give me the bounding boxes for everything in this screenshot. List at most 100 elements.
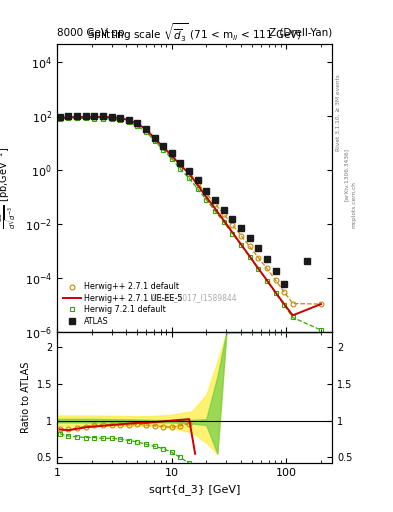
Herwig++ 2.7.1 default bbox=[319, 301, 323, 307]
Herwig++ 2.7.1 UE-EE-5 bbox=[221, 217, 226, 223]
Herwig++ 2.7.1 default bbox=[256, 254, 261, 261]
ATLAS bbox=[178, 160, 183, 166]
Text: Z (Drell-Yan): Z (Drell-Yan) bbox=[269, 28, 332, 38]
Text: mcplots.cern.ch: mcplots.cern.ch bbox=[352, 181, 357, 228]
ATLAS bbox=[213, 197, 217, 203]
Text: Rivet 3.1.10, ≥ 3M events: Rivet 3.1.10, ≥ 3M events bbox=[336, 74, 341, 151]
Text: ATLAS_2017_I1589844: ATLAS_2017_I1589844 bbox=[151, 293, 238, 302]
Herwig 7.2.1 default bbox=[109, 116, 114, 122]
ATLAS bbox=[304, 258, 309, 264]
Herwig++ 2.7.1 default bbox=[290, 301, 295, 307]
Herwig++ 2.7.1 UE-EE-5 bbox=[273, 289, 278, 295]
Herwig 7.2.1 default bbox=[290, 314, 295, 321]
Herwig++ 2.7.1 default bbox=[169, 153, 174, 159]
Herwig++ 2.7.1 default bbox=[187, 170, 191, 177]
Herwig++ 2.7.1 UE-EE-5 bbox=[144, 126, 149, 133]
Herwig++ 2.7.1 default bbox=[135, 121, 140, 127]
Herwig 7.2.1 default bbox=[152, 138, 157, 144]
Herwig++ 2.7.1 default bbox=[118, 115, 123, 121]
Text: 8000 GeV pp: 8000 GeV pp bbox=[57, 28, 125, 38]
ATLAS bbox=[118, 115, 123, 121]
Herwig++ 2.7.1 default bbox=[101, 114, 105, 120]
Herwig 7.2.1 default bbox=[83, 115, 88, 121]
Herwig 7.2.1 default bbox=[57, 116, 62, 122]
Herwig 7.2.1 default bbox=[101, 116, 105, 122]
ATLAS bbox=[127, 117, 131, 123]
ATLAS bbox=[204, 188, 209, 194]
Herwig++ 2.7.1 UE-EE-5 bbox=[83, 114, 88, 120]
Herwig++ 2.7.1 default bbox=[92, 114, 97, 120]
ATLAS bbox=[83, 113, 88, 119]
Herwig++ 2.7.1 default bbox=[213, 201, 217, 207]
Herwig 7.2.1 default bbox=[204, 197, 209, 203]
Herwig++ 2.7.1 default bbox=[57, 115, 62, 121]
Herwig++ 2.7.1 default bbox=[239, 232, 243, 239]
ATLAS bbox=[230, 216, 235, 222]
Herwig++ 2.7.1 UE-EE-5 bbox=[264, 277, 269, 283]
ATLAS bbox=[75, 113, 79, 119]
ATLAS bbox=[135, 120, 140, 126]
Text: [arXiv:1306.3436]: [arXiv:1306.3436] bbox=[344, 147, 349, 201]
Herwig++ 2.7.1 UE-EE-5 bbox=[66, 114, 71, 120]
Herwig++ 2.7.1 UE-EE-5 bbox=[195, 182, 200, 188]
Herwig 7.2.1 default bbox=[256, 266, 261, 272]
Herwig 7.2.1 default bbox=[282, 302, 286, 308]
ATLAS bbox=[195, 177, 200, 183]
Herwig 7.2.1 default bbox=[161, 146, 166, 153]
ATLAS bbox=[144, 125, 149, 132]
Herwig 7.2.1 default bbox=[273, 290, 278, 296]
Herwig++ 2.7.1 UE-EE-5 bbox=[135, 121, 140, 127]
Herwig++ 2.7.1 UE-EE-5 bbox=[290, 312, 295, 318]
Herwig++ 2.7.1 UE-EE-5 bbox=[204, 194, 209, 200]
Herwig 7.2.1 default bbox=[178, 166, 183, 172]
Herwig++ 2.7.1 default bbox=[204, 190, 209, 197]
Herwig 7.2.1 default bbox=[213, 208, 217, 214]
Herwig++ 2.7.1 default bbox=[66, 114, 71, 120]
ATLAS bbox=[256, 245, 261, 251]
Herwig++ 2.7.1 UE-EE-5 bbox=[118, 115, 123, 121]
Herwig++ 2.7.1 default bbox=[230, 222, 235, 228]
Herwig++ 2.7.1 UE-EE-5 bbox=[152, 136, 157, 142]
Herwig++ 2.7.1 UE-EE-5 bbox=[127, 117, 131, 123]
Herwig 7.2.1 default bbox=[169, 156, 174, 162]
Herwig++ 2.7.1 UE-EE-5 bbox=[57, 115, 62, 121]
Herwig++ 2.7.1 default bbox=[83, 114, 88, 120]
X-axis label: sqrt{d_3} [GeV]: sqrt{d_3} [GeV] bbox=[149, 484, 240, 495]
Herwig++ 2.7.1 UE-EE-5 bbox=[319, 301, 323, 307]
ATLAS bbox=[239, 225, 243, 231]
Herwig 7.2.1 default bbox=[195, 186, 200, 192]
Herwig++ 2.7.1 default bbox=[282, 289, 286, 295]
Herwig++ 2.7.1 default bbox=[195, 180, 200, 186]
ATLAS bbox=[247, 236, 252, 242]
Herwig++ 2.7.1 UE-EE-5 bbox=[169, 153, 174, 159]
Herwig++ 2.7.1 UE-EE-5 bbox=[187, 170, 191, 177]
ATLAS bbox=[282, 281, 286, 287]
Herwig++ 2.7.1 UE-EE-5 bbox=[239, 241, 243, 247]
Herwig++ 2.7.1 UE-EE-5 bbox=[282, 301, 286, 307]
Line: Herwig++ 2.7.1 UE-EE-5: Herwig++ 2.7.1 UE-EE-5 bbox=[60, 117, 321, 315]
Herwig 7.2.1 default bbox=[127, 119, 131, 125]
Herwig 7.2.1 default bbox=[66, 115, 71, 121]
ATLAS bbox=[273, 268, 278, 274]
Herwig++ 2.7.1 UE-EE-5 bbox=[109, 114, 114, 120]
Line: ATLAS: ATLAS bbox=[57, 113, 309, 287]
Herwig++ 2.7.1 default bbox=[264, 265, 269, 271]
ATLAS bbox=[187, 168, 191, 174]
ATLAS bbox=[169, 151, 174, 157]
ATLAS bbox=[221, 206, 226, 212]
Line: Herwig 7.2.1 default: Herwig 7.2.1 default bbox=[57, 116, 323, 332]
Title: Splitting scale $\sqrt{\overline{d}_3}$ (71 < m$_{ll}$ < 111 GeV): Splitting scale $\sqrt{\overline{d}_3}$ … bbox=[87, 22, 302, 44]
Y-axis label: Ratio to ATLAS: Ratio to ATLAS bbox=[21, 362, 31, 434]
Herwig 7.2.1 default bbox=[319, 327, 323, 333]
Herwig 7.2.1 default bbox=[247, 254, 252, 260]
ATLAS bbox=[57, 114, 62, 120]
Herwig 7.2.1 default bbox=[75, 115, 79, 121]
Herwig++ 2.7.1 default bbox=[273, 277, 278, 283]
Herwig 7.2.1 default bbox=[92, 115, 97, 121]
ATLAS bbox=[152, 135, 157, 141]
Herwig 7.2.1 default bbox=[221, 219, 226, 225]
ATLAS bbox=[92, 113, 97, 119]
Herwig++ 2.7.1 UE-EE-5 bbox=[256, 265, 261, 271]
Herwig 7.2.1 default bbox=[144, 129, 149, 135]
Herwig++ 2.7.1 UE-EE-5 bbox=[213, 205, 217, 211]
